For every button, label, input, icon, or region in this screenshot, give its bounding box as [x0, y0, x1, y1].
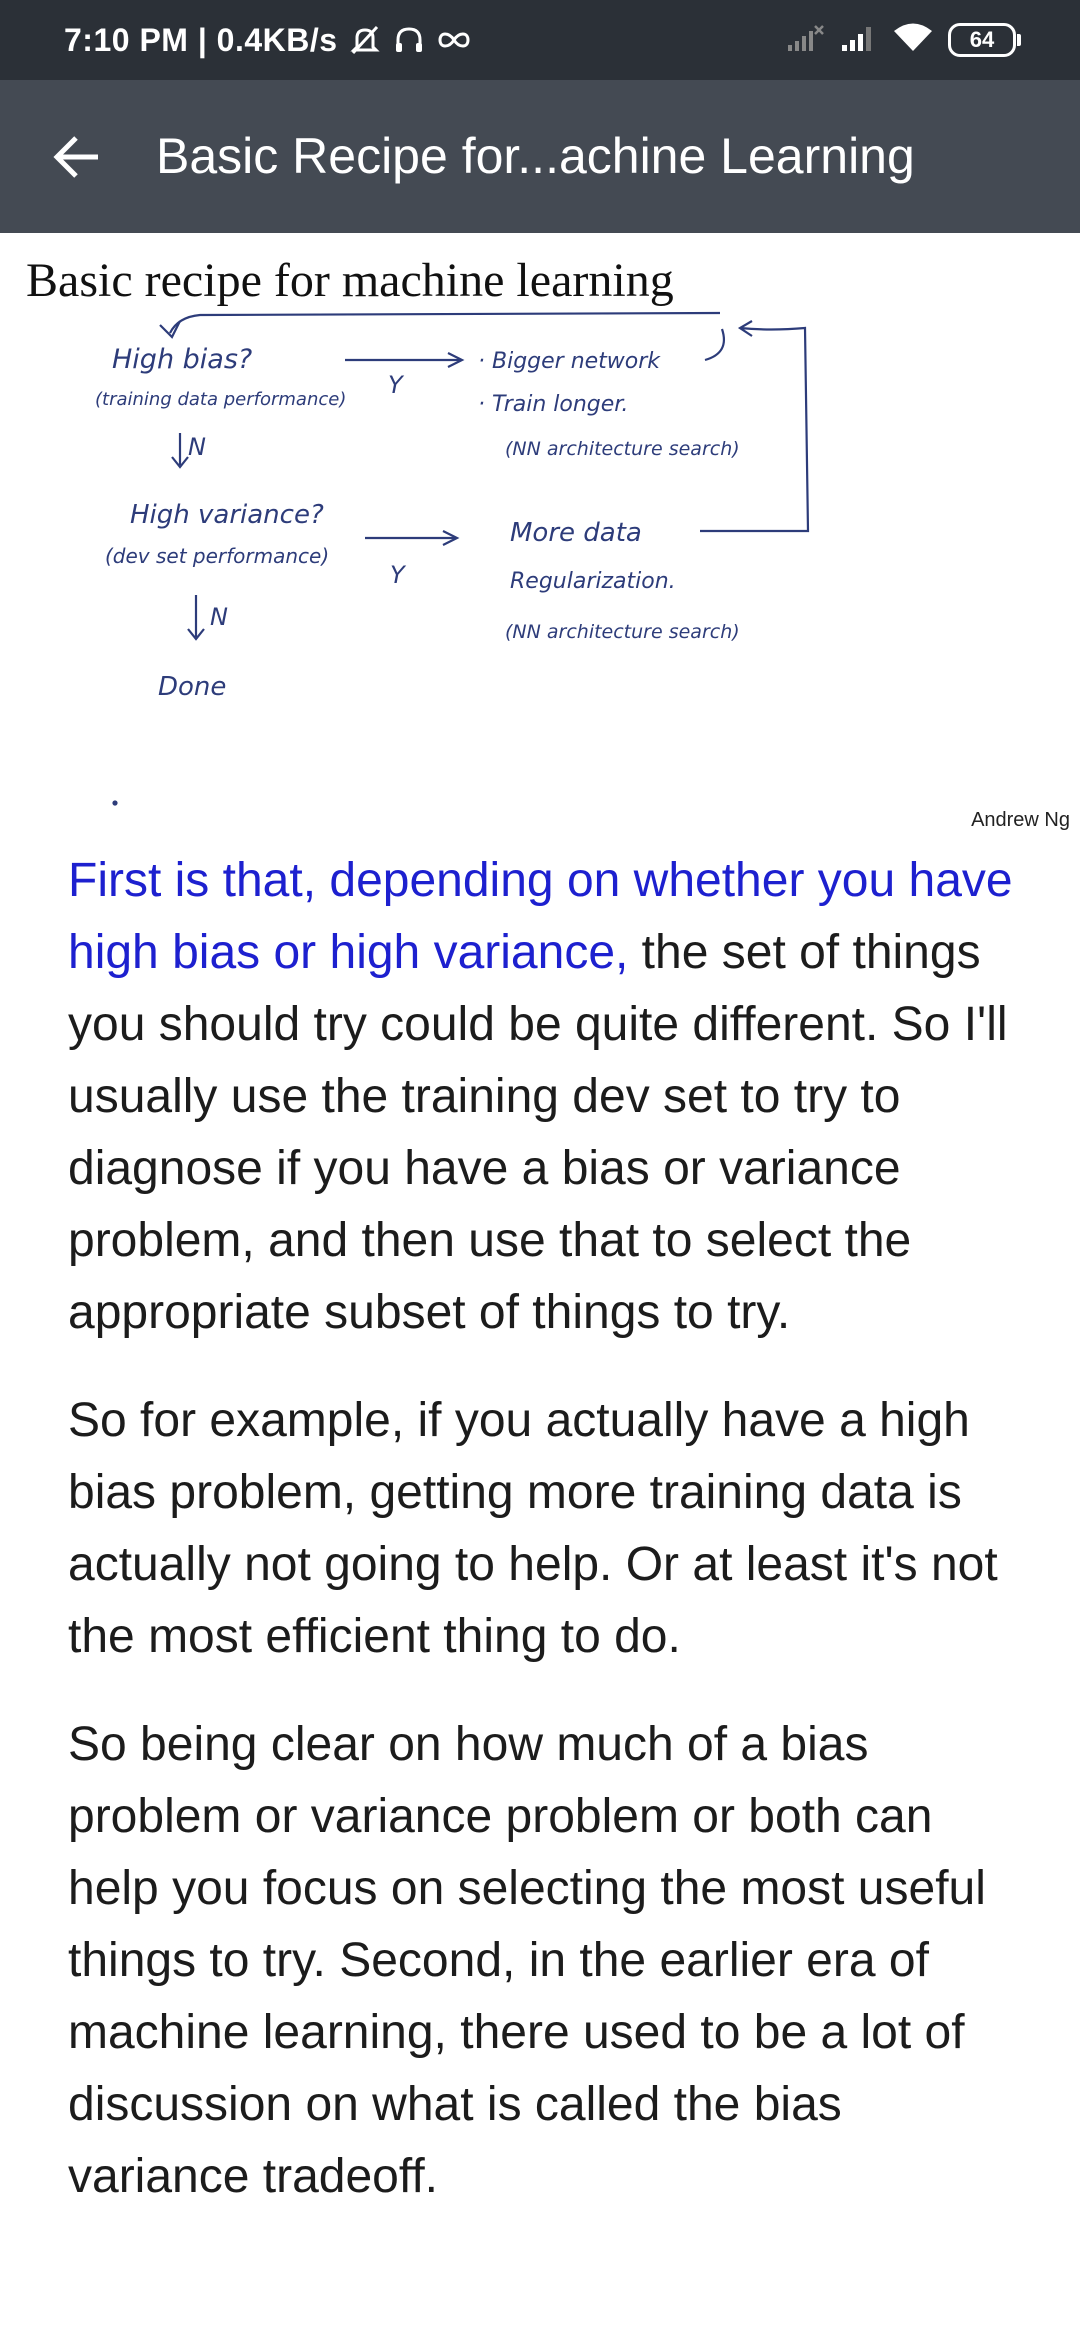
app-bar: Basic Recipe for...achine Learning — [0, 80, 1080, 233]
app-title: Basic Recipe for...achine Learning — [156, 128, 915, 184]
status-time-speed: 7:10 PM | 0.4KB/s — [64, 21, 338, 58]
note-training-perf: (training data performance) — [95, 389, 346, 410]
battery-level: 64 — [969, 27, 995, 52]
signal-x-icon — [786, 23, 826, 58]
transcript-text[interactable]: So being clear on how much of a bias pro… — [68, 1718, 986, 2203]
status-left: 7:10 PM | 0.4KB/s — [64, 0, 472, 80]
note-more-data: More data — [510, 518, 642, 548]
note-regularization: Regularization. — [510, 569, 676, 594]
transcript-paragraph: So being clear on how much of a bias pro… — [68, 1709, 1028, 2213]
infinity-icon — [436, 25, 472, 55]
transcript-paragraph: First is that, depending on whether you … — [68, 845, 1028, 1349]
signal-icon — [840, 23, 878, 58]
note-dev-perf: (dev set performance) — [105, 544, 329, 568]
note-train-longer: · Train longer. — [478, 392, 628, 417]
headset-icon — [392, 23, 426, 57]
slide-credit: Andrew Ng — [971, 809, 1070, 831]
back-button[interactable] — [44, 124, 110, 190]
back-arrow-icon — [53, 136, 98, 178]
slide-title: Basic recipe for machine learning — [26, 254, 674, 307]
status-right: 64 — [786, 0, 1021, 80]
mute-alarm-icon — [348, 23, 382, 57]
note-n2: N — [210, 603, 228, 631]
note-high-bias: High bias? — [112, 344, 252, 375]
highlighted-sentence[interactable]: First is that, depending on whether you … — [68, 854, 1013, 979]
transcript: First is that, depending on whether you … — [68, 845, 1028, 2249]
handwritten-diagram: High bias? (training data performance) N… — [95, 311, 810, 806]
wifi-icon — [892, 22, 934, 59]
note-nn-search-1: (NN architecture search) — [505, 438, 740, 460]
note-nn-search-2: (NN architecture search) — [505, 621, 740, 643]
transcript-paragraph: So for example, if you actually have a h… — [68, 1385, 1028, 1673]
note-high-variance: High variance? — [130, 500, 324, 530]
note-bigger-network: · Bigger network — [478, 349, 661, 374]
battery-icon: 64 — [948, 23, 1021, 57]
note-y2: Y — [390, 561, 407, 589]
status-bar: 7:10 PM | 0.4KB/s — [0, 0, 1080, 80]
note-done: Done — [158, 672, 226, 702]
note-n1: N — [188, 433, 206, 461]
transcript-text[interactable]: the set of things you should try could b… — [68, 926, 1008, 1339]
note-y1: Y — [388, 371, 405, 399]
transcript-text[interactable]: So for example, if you actually have a h… — [68, 1394, 998, 1663]
lecture-slide: Basic recipe for machine learning — [0, 233, 1080, 845]
